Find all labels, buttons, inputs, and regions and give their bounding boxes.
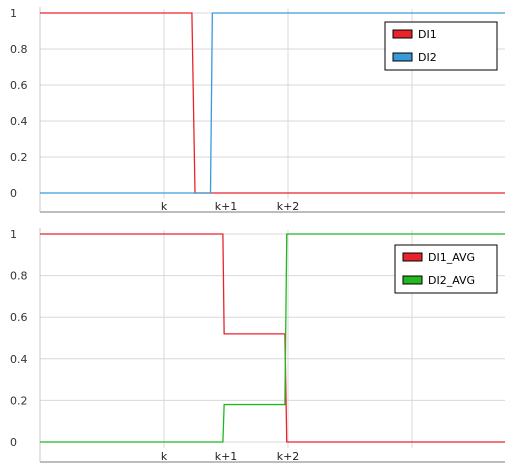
y-tick-label: 0.4 bbox=[10, 115, 28, 128]
legend-label: DI1 bbox=[418, 28, 437, 41]
y-tick-label: 0.2 bbox=[10, 151, 28, 164]
x-tick-label: k bbox=[161, 450, 168, 463]
chart-1: 0 0.2 0.4 0.6 0.8 1 k k+1 k+2 DI1 DI2 bbox=[10, 7, 505, 213]
legend-label: DI1_AVG bbox=[428, 251, 475, 264]
legend-label: DI2_AVG bbox=[428, 274, 475, 287]
legend-swatch bbox=[402, 275, 423, 285]
x-tick-label: k+1 bbox=[215, 200, 238, 213]
series-line-di1-avg bbox=[40, 233, 505, 443]
y-tick-label: 0.2 bbox=[10, 394, 28, 407]
legend-label: DI2 bbox=[418, 51, 437, 64]
legend-box bbox=[384, 21, 498, 71]
legend: DI1_AVG DI2_AVG bbox=[394, 244, 498, 294]
x-tick-label: k bbox=[161, 200, 168, 213]
x-tick-label: k+1 bbox=[215, 450, 238, 463]
y-tick-label: 0.4 bbox=[10, 353, 28, 366]
y-tick-label: 1 bbox=[10, 228, 17, 241]
series-line-di2 bbox=[40, 12, 505, 194]
x-tick-label: k+2 bbox=[277, 450, 300, 463]
y-tick-label: 0.8 bbox=[10, 43, 28, 56]
series-line-di2-avg bbox=[40, 233, 505, 443]
chart-2: 0 0.2 0.4 0.6 0.8 1 k k+1 k+2 DI1_AVG DI2_AVG bbox=[10, 228, 505, 463]
legend-swatch bbox=[402, 252, 423, 262]
series-line-di1 bbox=[40, 12, 505, 194]
y-tick-label: 0 bbox=[10, 187, 17, 200]
y-tick-label: 0 bbox=[10, 436, 17, 449]
y-tick-label: 1 bbox=[10, 7, 17, 20]
y-tick-label: 0.6 bbox=[10, 311, 28, 324]
y-tick-label: 0.6 bbox=[10, 79, 28, 92]
legend-swatch bbox=[392, 29, 413, 39]
legend-swatch bbox=[392, 52, 413, 62]
y-tick-label: 0.8 bbox=[10, 270, 28, 283]
legend: DI1 DI2 bbox=[384, 21, 498, 71]
x-tick-label: k+2 bbox=[277, 200, 300, 213]
